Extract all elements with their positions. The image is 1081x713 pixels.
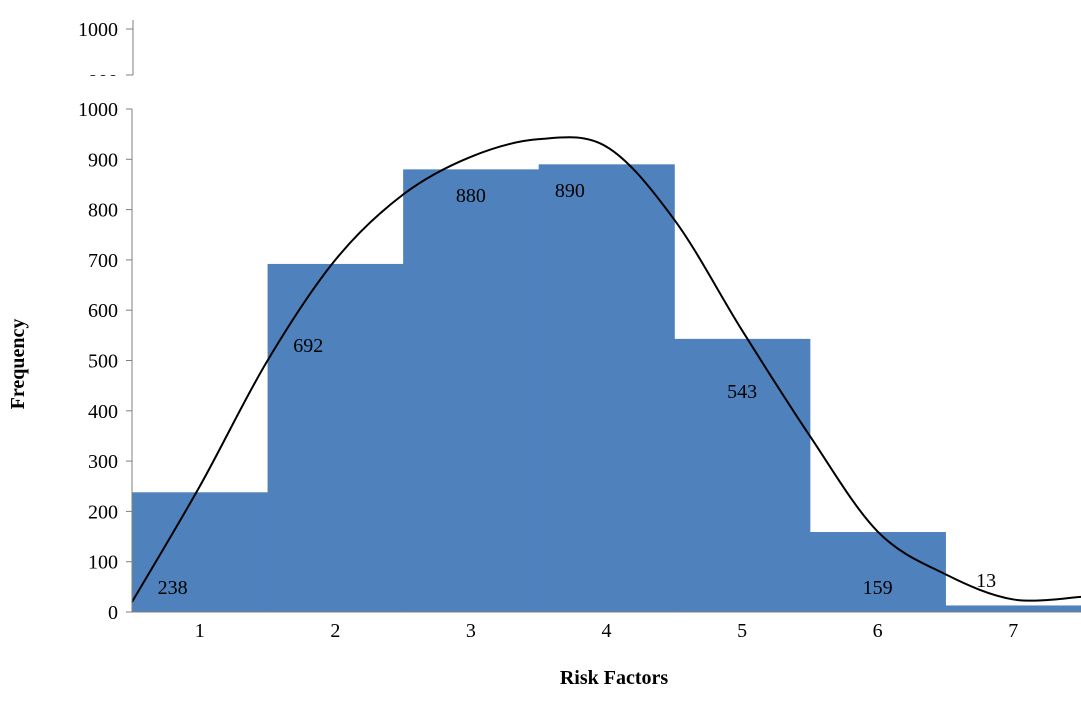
x-tick-label-5: 5 — [737, 620, 747, 642]
bar-7 — [945, 605, 1081, 612]
y-tick-labels-group: 0 100 200 300 400 500 600 700 800 900 1000 — [78, 99, 118, 624]
ghost-axis-tick-label: 900 — [88, 71, 118, 93]
y-tick-label: 300 — [88, 451, 118, 473]
y-tick-label: 800 — [88, 200, 118, 222]
y-tick-label: 700 — [88, 250, 118, 272]
y-tick-label: 400 — [88, 401, 118, 423]
data-label-6: 159 — [863, 577, 893, 599]
ghost-axis-tick-label: 1000 — [78, 19, 118, 41]
x-tick-label-6: 6 — [873, 620, 883, 642]
bar-3 — [403, 169, 540, 613]
y-axis-title: Frequency — [7, 319, 29, 410]
data-label-4: 890 — [555, 180, 585, 202]
bars-group — [132, 164, 1081, 613]
data-label-5: 543 — [727, 381, 757, 403]
ghost-axis-fragment: 1000 900 — [78, 19, 134, 93]
x-tick-label-1: 1 — [195, 620, 205, 642]
bar-6 — [809, 532, 946, 612]
y-tick-label: 600 — [88, 300, 118, 322]
bar-2 — [267, 263, 404, 612]
y-tick-label: 0 — [108, 602, 118, 624]
trend-curve-group — [131, 136, 1081, 603]
x-tick-labels-group: 1 2 3 4 5 6 7 — [195, 620, 1018, 642]
data-label-3: 880 — [456, 185, 486, 207]
y-tick-label: 100 — [88, 552, 118, 574]
data-labels-group: 238 692 880 890 543 159 13 — [158, 180, 996, 599]
y-tick-label: 900 — [88, 149, 118, 171]
y-tick-label: 500 — [88, 351, 118, 373]
x-axis-title: Risk Factors — [560, 667, 669, 689]
bar-5 — [674, 338, 811, 612]
axes-group — [126, 108, 1081, 613]
y-tick-label: 200 — [88, 501, 118, 523]
bar-4 — [538, 164, 675, 612]
data-label-2: 692 — [293, 335, 323, 357]
x-tick-label-2: 2 — [330, 620, 340, 642]
data-label-7: 13 — [976, 570, 996, 592]
x-tick-label-7: 7 — [1008, 620, 1018, 642]
x-tick-label-3: 3 — [466, 620, 476, 642]
y-tick-label: 1000 — [78, 99, 118, 121]
x-tick-label-4: 4 — [602, 620, 612, 642]
data-label-1: 238 — [158, 577, 188, 599]
trend-curve — [131, 136, 1081, 603]
bar-1 — [132, 492, 269, 612]
